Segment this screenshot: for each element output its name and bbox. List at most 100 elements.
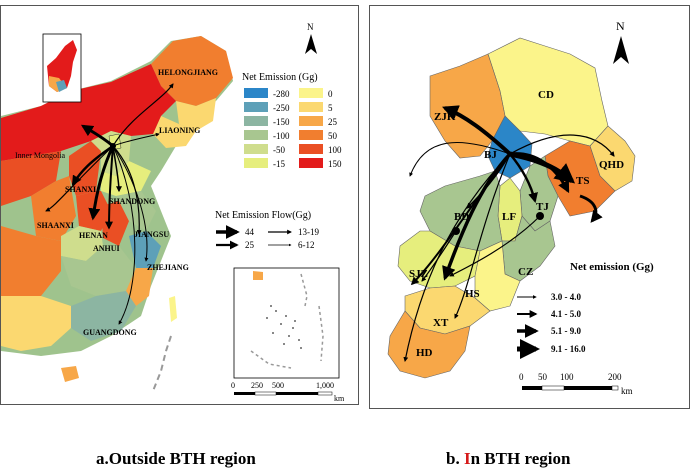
legend-label: -250 — [273, 103, 290, 113]
legend-swatch — [299, 88, 323, 98]
legend-swatch — [244, 88, 268, 98]
province-sichuan — [1, 226, 61, 296]
legend-label: 150 — [328, 159, 342, 169]
flow-legend-item: 44 — [245, 227, 255, 237]
region-hd[interactable] — [387, 310, 471, 379]
province-hainan — [61, 366, 79, 382]
label-shandong: SHANDONG — [109, 197, 155, 206]
province-central-south — [61, 246, 136, 296]
label-anhui: ANHUI — [93, 244, 120, 253]
flow-legend-item: 6-12 — [298, 240, 315, 250]
legend-item: 3.0 - 4.0 — [551, 292, 581, 302]
svg-text:0: 0 — [231, 381, 235, 390]
svg-text:0: 0 — [519, 372, 524, 382]
flow-legend: 44 25 13-19 6-12 — [216, 225, 319, 250]
caption-outside-bth: a.Outside BTH region — [96, 449, 256, 468]
label-inner-mongolia: Inner Mongolia — [15, 151, 65, 160]
caption-in-bth: b. In BTH region — [446, 449, 571, 468]
province-northwest — [1, 151, 61, 206]
map-panel-outside-bth: HELONGJIANG LIAONING Inner Mongolia SHAN… — [0, 5, 359, 405]
label-bj: BJ — [484, 149, 497, 161]
net-emission-flow-legend: 3.0 - 4.0 4.1 - 5.0 5.1 - 9.0 9.1 - 16.0 — [517, 292, 586, 359]
province-shaanxi[interactable] — [31, 176, 76, 241]
north-arrow-icon: N — [305, 22, 317, 54]
legend-item: 5.1 - 9.0 — [551, 326, 581, 336]
label-qhd: QHD — [599, 159, 624, 171]
label-shanxi: SHANXI — [65, 185, 96, 194]
svg-text:km: km — [621, 386, 633, 396]
label-shaanxi: SHAANXI — [37, 221, 74, 230]
label-bd: BD — [454, 211, 469, 223]
legend-swatch — [244, 130, 268, 140]
flow-legend-item: 25 — [245, 240, 255, 250]
legend-label: 100 — [328, 145, 342, 155]
legend-item: 9.1 - 16.0 — [551, 344, 586, 354]
province-liaoning[interactable] — [153, 116, 196, 148]
scale-bar: 0 50 100 200 km — [519, 372, 633, 396]
legend-swatch — [299, 102, 323, 112]
china-map: HELONGJIANG LIAONING Inner Mongolia SHAN… — [1, 6, 358, 404]
province-jiangsu[interactable] — [116, 191, 156, 231]
label-liaoning: LIAONING — [159, 126, 200, 135]
label-cz: CZ — [518, 266, 533, 278]
province-jilin[interactable] — [176, 98, 216, 131]
label-zjk: ZJK — [434, 111, 456, 123]
svg-text:200: 200 — [608, 372, 622, 382]
legend-title: Net Emission (Gg) — [242, 72, 318, 83]
map-panel-in-bth: CD ZJK BJ QHD TS TJ BD LF SJZ CZ HS XT H… — [369, 5, 690, 409]
scale-bar: 0 250 500 1,000 km — [231, 381, 345, 403]
legend-item: 4.1 - 5.0 — [551, 309, 581, 319]
north-arrow-icon: N — [613, 19, 629, 64]
legend-label: -150 — [273, 117, 290, 127]
label-lf: LF — [502, 211, 516, 223]
svg-text:N: N — [307, 22, 314, 32]
legend-label: -50 — [273, 145, 285, 155]
legend-label: 50 — [328, 131, 338, 141]
svg-text:km: km — [334, 394, 345, 403]
label-henan: HENAN — [79, 231, 108, 240]
svg-text:100: 100 — [560, 372, 574, 382]
province-guangdong[interactable] — [71, 291, 136, 341]
legend-label: 0 — [328, 89, 333, 99]
legend-swatch — [299, 116, 323, 126]
bth-origin — [110, 143, 116, 149]
legend-swatch — [299, 130, 323, 140]
legend-swatch — [244, 144, 268, 154]
legend-label: -280 — [273, 89, 290, 99]
province-hubei — [61, 226, 103, 261]
legend-label: 25 — [328, 117, 338, 127]
label-tj: TJ — [536, 201, 549, 213]
label-jiangsu: JIANGSU — [134, 230, 169, 239]
label-xt: XT — [433, 317, 449, 329]
label-guangdong: GUANGDONG — [83, 328, 137, 337]
tj-node — [536, 212, 544, 220]
in-bth-flow-arrows — [403, 105, 615, 362]
bd-node — [452, 227, 460, 235]
legend-swatch — [299, 144, 323, 154]
svg-text:500: 500 — [272, 381, 284, 390]
legend-swatch — [244, 158, 268, 168]
label-zhejiang: ZHEJIANG — [147, 263, 189, 272]
china-inset — [42, 33, 82, 103]
svg-text:1,000: 1,000 — [316, 381, 334, 390]
label-sjz: SJZ — [409, 268, 428, 280]
flow-legend-title: Net Emission Flow(Gg) — [215, 210, 311, 221]
legend-label: -100 — [273, 131, 290, 141]
svg-text:250: 250 — [251, 381, 263, 390]
province-southwest — [1, 296, 71, 351]
legend-swatch — [244, 102, 268, 112]
svg-text:50: 50 — [538, 372, 548, 382]
label-cd: CD — [538, 89, 554, 101]
province-anhui[interactable] — [101, 201, 129, 246]
label-hd: HD — [416, 347, 433, 359]
label-ts: TS — [576, 175, 589, 187]
province-taiwan — [169, 296, 177, 322]
legend-swatch — [244, 116, 268, 126]
flow-arrows — [45, 83, 174, 325]
flow-legend-item: 13-19 — [298, 227, 319, 237]
province-shandong[interactable] — [101, 161, 151, 196]
province-zhejiang[interactable] — [129, 231, 161, 268]
legend-label: 5 — [328, 103, 333, 113]
province-inner-mongolia[interactable] — [1, 64, 176, 161]
